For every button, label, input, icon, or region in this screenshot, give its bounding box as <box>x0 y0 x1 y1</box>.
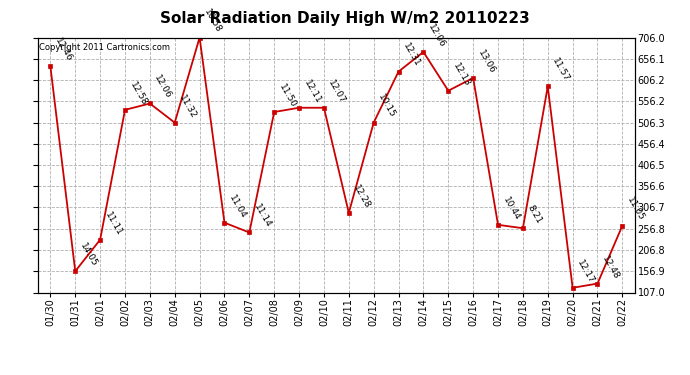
Text: 12:28: 12:28 <box>352 183 372 210</box>
Text: 11:05: 11:05 <box>625 196 646 223</box>
Text: 10:44: 10:44 <box>501 195 522 222</box>
Text: 12:11: 12:11 <box>302 78 322 105</box>
Text: 12:06: 12:06 <box>426 22 447 49</box>
Text: 12:48: 12:48 <box>600 254 621 281</box>
Text: 11:14: 11:14 <box>252 203 273 230</box>
Text: 11:32: 11:32 <box>177 93 198 120</box>
Text: 12:13: 12:13 <box>451 61 472 88</box>
Text: 11:50: 11:50 <box>277 82 297 109</box>
Text: Copyright 2011 Cartronics.com: Copyright 2011 Cartronics.com <box>39 43 170 52</box>
Text: 12:31: 12:31 <box>402 42 422 69</box>
Text: 12:46: 12:46 <box>53 37 74 64</box>
Text: 10:15: 10:15 <box>377 93 397 120</box>
Text: 11:57: 11:57 <box>551 57 571 84</box>
Text: 11:11: 11:11 <box>103 210 124 237</box>
Text: 13:06: 13:06 <box>476 48 497 75</box>
Text: 12:07: 12:07 <box>327 78 347 105</box>
Text: 12:58: 12:58 <box>128 80 148 107</box>
Text: 14:05: 14:05 <box>78 242 99 268</box>
Text: 12:17: 12:17 <box>575 258 596 285</box>
Text: 11:04: 11:04 <box>227 193 248 220</box>
Text: 12:06: 12:06 <box>152 74 173 101</box>
Text: 8:21: 8:21 <box>526 204 544 225</box>
Text: 10:58: 10:58 <box>202 8 223 35</box>
Text: Solar Radiation Daily High W/m2 20110223: Solar Radiation Daily High W/m2 20110223 <box>160 11 530 26</box>
